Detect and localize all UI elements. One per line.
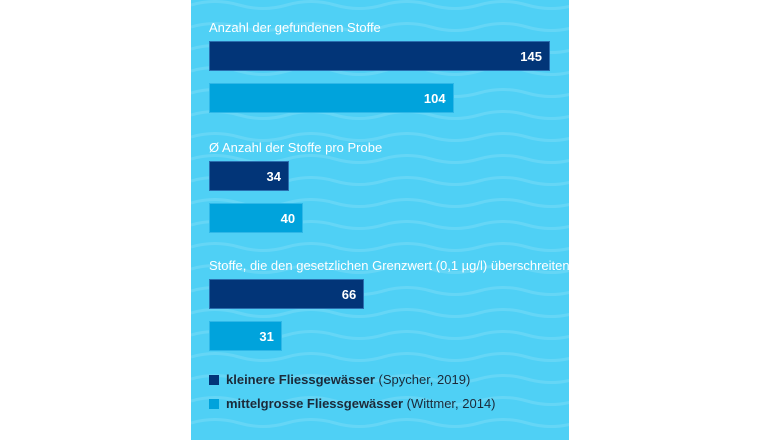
bar: 66 bbox=[209, 279, 365, 309]
legend-item-kleinere: kleinere Fliessgewässer (Spycher, 2019) bbox=[209, 372, 470, 387]
bar: 31 bbox=[209, 321, 282, 351]
legend-swatch-dark bbox=[209, 375, 219, 385]
legend-label: kleinere Fliessgewässer bbox=[226, 372, 375, 387]
legend-source: (Spycher, 2019) bbox=[378, 372, 471, 387]
group-label: Ø Anzahl der Stoffe pro Probe bbox=[209, 140, 383, 155]
chart-panel: Anzahl der gefundenen Stoffe 145 104 Ø Anza… bbox=[191, 0, 569, 440]
legend-source: (Wittmer, 2014) bbox=[406, 396, 496, 411]
data-label: 34 bbox=[266, 169, 281, 184]
data-label: 104 bbox=[423, 91, 446, 106]
data-label: 145 bbox=[520, 49, 542, 64]
group-label: Stoffe, die den gesetzlichen Grenzwert (… bbox=[209, 258, 569, 273]
bar: 34 bbox=[209, 161, 289, 191]
bar: 40 bbox=[209, 203, 304, 233]
group-label: Anzahl der gefundenen Stoffe bbox=[209, 20, 381, 35]
legend-swatch-light bbox=[209, 399, 219, 409]
data-label: 66 bbox=[341, 287, 357, 302]
bar: 104 bbox=[209, 83, 454, 113]
legend-item-mittelgrosse: mittelgrosse Fliessgewässer (Wittmer, 20… bbox=[209, 396, 496, 411]
bar: 145 bbox=[209, 41, 550, 71]
data-label: 40 bbox=[280, 211, 296, 226]
legend-label: mittelgrosse Fliessgewässer bbox=[226, 396, 404, 411]
data-label: 31 bbox=[259, 329, 274, 344]
